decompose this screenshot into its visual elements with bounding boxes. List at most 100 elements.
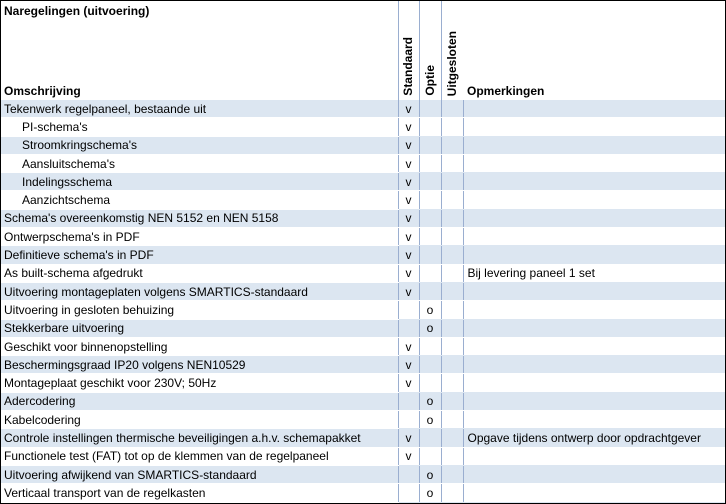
- standard-cell[interactable]: [397, 483, 419, 503]
- table-row[interactable]: Controle instellingen thermische beveili…: [1, 428, 725, 448]
- standard-cell[interactable]: v: [397, 153, 419, 174]
- excluded-cell[interactable]: [440, 373, 463, 393]
- table-row[interactable]: Stroomkringschema's v: [1, 135, 725, 155]
- option-cell[interactable]: [418, 428, 441, 448]
- table-row[interactable]: Functionele test (FAT) tot op de klemmen…: [1, 446, 725, 466]
- description-cell[interactable]: As built-schema afgedrukt: [1, 263, 398, 283]
- description-cell[interactable]: Aanzichtschema: [1, 190, 398, 210]
- remarks-cell[interactable]: [462, 300, 725, 320]
- remarks-cell[interactable]: [462, 410, 725, 430]
- table-row[interactable]: PI-schema's v: [1, 117, 725, 137]
- remarks-cell[interactable]: [462, 391, 725, 412]
- description-cell[interactable]: Beschermingsgraad IP20 volgens NEN10529: [1, 355, 398, 375]
- excluded-cell[interactable]: [440, 355, 463, 375]
- excluded-cell[interactable]: [440, 318, 463, 338]
- table-row[interactable]: Uitvoering in gesloten behuizing o: [1, 300, 725, 320]
- excluded-cell[interactable]: [440, 172, 463, 192]
- description-cell[interactable]: Montageplaat geschikt voor 230V; 50Hz: [1, 373, 398, 393]
- option-cell[interactable]: [418, 135, 441, 155]
- excluded-cell[interactable]: [440, 117, 463, 137]
- standard-cell[interactable]: [397, 300, 419, 320]
- table-row[interactable]: Ontwerpschema's in PDF v: [1, 227, 725, 247]
- table-row[interactable]: Beschermingsgraad IP20 volgens NEN10529 v: [1, 355, 725, 375]
- excluded-cell[interactable]: [440, 428, 463, 448]
- option-cell[interactable]: [418, 98, 441, 119]
- standard-cell[interactable]: v: [397, 281, 419, 302]
- table-row[interactable]: Stekkerbare uitvoering o: [1, 318, 725, 338]
- table-row[interactable]: Definitieve schema's in PDF v: [1, 245, 725, 265]
- remarks-cell[interactable]: [462, 318, 725, 338]
- option-cell[interactable]: o: [418, 391, 441, 412]
- table-row[interactable]: Tekenwerk regelpaneel, bestaande uit v: [1, 98, 725, 119]
- description-cell[interactable]: Uitvoering montageplaten volgens SMARTIC…: [1, 281, 398, 302]
- standard-cell[interactable]: v: [397, 117, 419, 137]
- excluded-cell[interactable]: [440, 153, 463, 174]
- excluded-cell[interactable]: [440, 227, 463, 247]
- option-cell[interactable]: [418, 373, 441, 393]
- description-cell[interactable]: Kabelcodering: [1, 410, 398, 430]
- option-cell[interactable]: [418, 263, 441, 283]
- description-cell[interactable]: Schema's overeenkomstig NEN 5152 en NEN …: [1, 208, 398, 229]
- option-cell[interactable]: [418, 208, 441, 229]
- remarks-cell[interactable]: [462, 135, 725, 155]
- remarks-cell[interactable]: [462, 281, 725, 302]
- description-cell[interactable]: Controle instellingen thermische beveili…: [1, 428, 398, 448]
- description-cell[interactable]: Aansluitschema's: [1, 153, 398, 174]
- excluded-cell[interactable]: [440, 190, 463, 210]
- excluded-cell[interactable]: [440, 135, 463, 155]
- standard-cell[interactable]: v: [397, 208, 419, 229]
- table-row[interactable]: Montageplaat geschikt voor 230V; 50Hz v: [1, 373, 725, 393]
- standard-cell[interactable]: v: [397, 190, 419, 210]
- description-cell[interactable]: Uitvoering in gesloten behuizing: [1, 300, 398, 320]
- option-cell[interactable]: [418, 172, 441, 192]
- excluded-cell[interactable]: [440, 410, 463, 430]
- remarks-cell[interactable]: [462, 117, 725, 137]
- option-cell[interactable]: [418, 355, 441, 375]
- excluded-cell[interactable]: [440, 208, 463, 229]
- table-row[interactable]: Kabelcodering o: [1, 410, 725, 430]
- remarks-cell[interactable]: [462, 483, 725, 503]
- description-cell[interactable]: Stroomkringschema's: [1, 135, 398, 155]
- remarks-cell[interactable]: [462, 245, 725, 265]
- remarks-cell[interactable]: [462, 98, 725, 119]
- option-cell[interactable]: [418, 446, 441, 466]
- description-cell[interactable]: Ontwerpschema's in PDF: [1, 227, 398, 247]
- table-row[interactable]: As built-schema afgedrukt v Bij levering p…: [1, 263, 725, 283]
- standard-cell[interactable]: v: [397, 446, 419, 466]
- option-cell[interactable]: o: [418, 300, 441, 320]
- description-cell[interactable]: Tekenwerk regelpaneel, bestaande uit: [1, 98, 398, 119]
- standard-cell[interactable]: [397, 318, 419, 338]
- table-row[interactable]: Aansluitschema's v: [1, 153, 725, 174]
- remarks-cell[interactable]: [462, 336, 725, 357]
- remarks-cell[interactable]: [462, 227, 725, 247]
- standard-cell[interactable]: v: [397, 336, 419, 357]
- description-cell[interactable]: Verticaal transport van de regelkasten: [1, 483, 398, 503]
- remarks-cell[interactable]: Opgave tijdens ontwerp door opdrachtgeve…: [462, 428, 725, 448]
- standard-cell[interactable]: v: [397, 373, 419, 393]
- standard-cell[interactable]: v: [397, 263, 419, 283]
- table-row[interactable]: Verticaal transport van de regelkasten o: [1, 483, 725, 503]
- standard-cell[interactable]: v: [397, 428, 419, 448]
- remarks-cell[interactable]: [462, 172, 725, 192]
- remarks-cell[interactable]: [462, 153, 725, 174]
- option-cell[interactable]: o: [418, 464, 441, 485]
- excluded-cell[interactable]: [440, 464, 463, 485]
- description-cell[interactable]: PI-schema's: [1, 117, 398, 137]
- excluded-cell[interactable]: [440, 483, 463, 503]
- excluded-cell[interactable]: [440, 281, 463, 302]
- remarks-cell[interactable]: [462, 208, 725, 229]
- table-row[interactable]: Geschikt voor binnenopstelling v: [1, 336, 725, 357]
- table-row[interactable]: Schema's overeenkomstig NEN 5152 en NEN …: [1, 208, 725, 229]
- option-cell[interactable]: [418, 281, 441, 302]
- standard-cell[interactable]: v: [397, 98, 419, 119]
- standard-cell[interactable]: v: [397, 245, 419, 265]
- table-row[interactable]: Aanzichtschema v: [1, 190, 725, 210]
- excluded-cell[interactable]: [440, 245, 463, 265]
- remarks-cell[interactable]: [462, 464, 725, 485]
- standard-cell[interactable]: v: [397, 135, 419, 155]
- description-cell[interactable]: Uitvoering afwijkend van SMARTICS-standa…: [1, 464, 398, 485]
- option-cell[interactable]: [418, 245, 441, 265]
- table-row[interactable]: Uitvoering afwijkend van SMARTICS-standa…: [1, 464, 725, 485]
- description-cell[interactable]: Adercodering: [1, 391, 398, 412]
- description-cell[interactable]: Stekkerbare uitvoering: [1, 318, 398, 338]
